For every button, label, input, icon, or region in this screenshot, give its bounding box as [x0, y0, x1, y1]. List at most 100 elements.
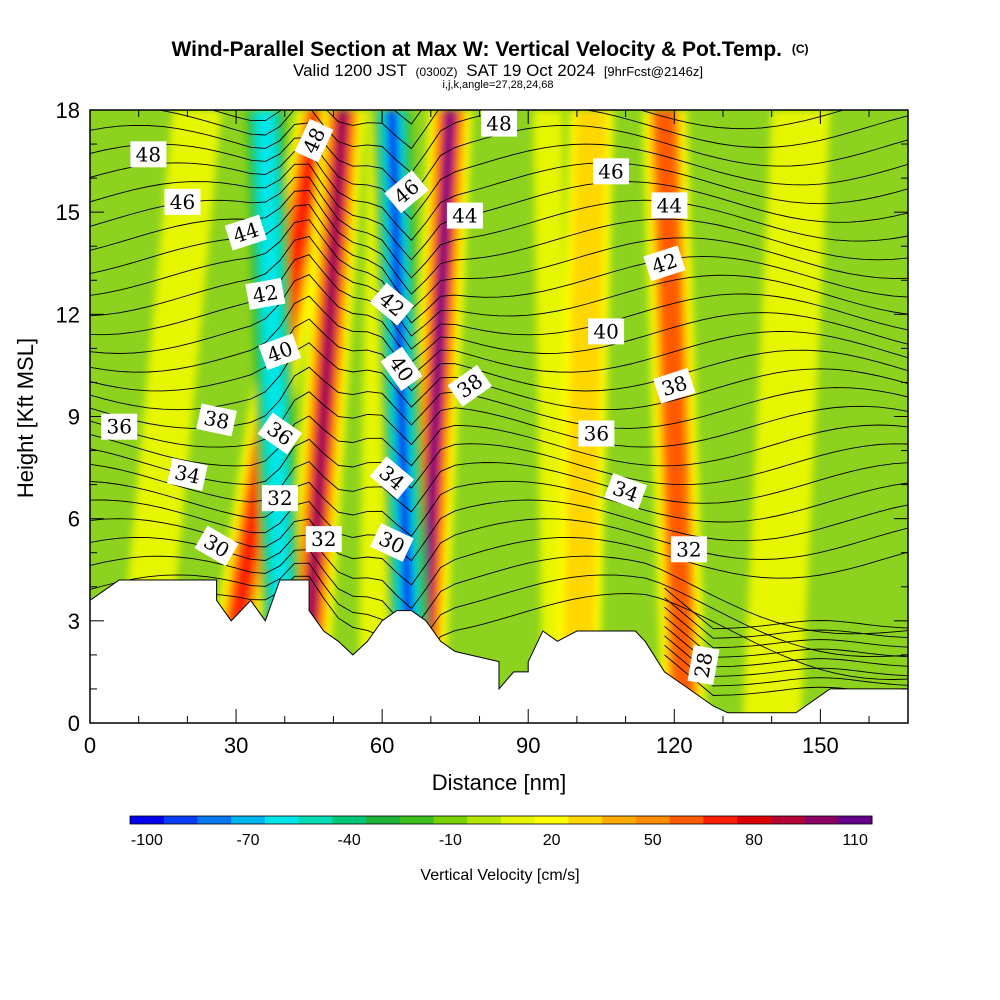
theta-contour-line — [90, 176, 908, 279]
theta-label: 48 — [130, 141, 167, 168]
theta-contour-line — [90, 189, 908, 295]
theta-contour-line — [90, 254, 908, 350]
theta-contour-line — [90, 318, 908, 392]
colorbar-swatch — [231, 816, 266, 824]
colorbar-swatch — [197, 816, 232, 824]
y-tick-label: 12 — [56, 302, 80, 327]
theta-label-box — [578, 420, 615, 447]
theta-label: 32 — [670, 536, 707, 563]
colorbar-tick-label: 20 — [543, 832, 561, 849]
colorbar-tick-label: 80 — [745, 832, 763, 849]
theta-label: 38 — [653, 367, 696, 404]
theta-contours — [90, 110, 908, 696]
theta-contour-line — [90, 137, 908, 220]
y-tick-label: 15 — [56, 200, 80, 225]
x-tick-label: 0 — [84, 733, 96, 758]
theta-label-box — [651, 192, 688, 219]
theta-label-box — [261, 485, 298, 512]
theta-contour-line — [90, 204, 908, 310]
chart-subtitle-indices: i,j,k,angle=27,28,24,68 — [442, 79, 553, 91]
theta-label-text: 32 — [676, 537, 701, 561]
colorbar-tick-label: 110 — [842, 832, 868, 849]
theta-contour-line — [90, 415, 908, 467]
colorbar-frame — [129, 815, 873, 825]
theta-label-box — [224, 214, 267, 251]
theta-label: 42 — [245, 277, 286, 310]
theta-label-box — [481, 110, 517, 137]
theta-label: 44 — [224, 214, 267, 251]
theta-label: 28 — [687, 645, 720, 686]
colorbar-swatch — [737, 816, 772, 824]
y-tick-label: 3 — [68, 609, 80, 634]
theta-label-box — [670, 536, 707, 563]
theta-contour-line — [90, 219, 908, 324]
theta-label-box — [446, 202, 483, 229]
theta-label: 38 — [196, 403, 237, 437]
colorbar-tick-label: -10 — [439, 832, 462, 849]
theta-label-text: 32 — [267, 486, 292, 510]
colorbar-tick-label: -70 — [236, 832, 259, 849]
theta-contour-line — [90, 235, 908, 337]
colorbar-swatch — [804, 816, 839, 824]
chart-title-text: Wind-Parallel Section at Max W: Vertical… — [171, 38, 782, 61]
colorbar-swatch — [433, 816, 468, 824]
colorbar-swatch — [332, 816, 367, 824]
theta-label-box — [370, 523, 414, 562]
theta-contour-line — [90, 549, 908, 635]
chart-subtitle: Valid 1200 JST (0300Z) SAT 19 Oct 2024 [… — [293, 61, 703, 80]
colorbar-swatch — [467, 816, 502, 824]
theta-label-text: 42 — [251, 280, 280, 308]
colorbar-swatch — [669, 816, 704, 824]
theta-label: 46 — [164, 188, 201, 215]
theta-label-box — [593, 158, 629, 185]
theta-contour-line — [90, 480, 908, 537]
theta-label-text: 44 — [657, 193, 682, 217]
theta-label: 44 — [651, 192, 688, 219]
theta-label-box — [196, 403, 237, 437]
theta-label-text: 36 — [584, 422, 609, 446]
theta-label-text: 40 — [593, 319, 618, 343]
x-tick-label: 60 — [370, 733, 394, 758]
theta-label-box — [245, 277, 286, 310]
theta-label-text: 32 — [311, 527, 336, 551]
theta-contour-line — [90, 562, 908, 658]
theta-label-text: 48 — [136, 142, 161, 166]
theta-label-box — [167, 457, 208, 491]
theta-label-text: 46 — [170, 190, 195, 214]
theta-label-box — [294, 118, 334, 163]
x-tick-label: 90 — [516, 733, 540, 758]
colorbar-swatch — [838, 816, 873, 824]
theta-label: 40 — [588, 318, 625, 345]
theta-label-text: 44 — [452, 204, 477, 228]
theta-label: 46 — [593, 158, 629, 185]
theta-label-box — [380, 346, 423, 392]
theta-contour-line — [664, 597, 908, 639]
theta-label: 32 — [261, 485, 298, 512]
y-tick-label: 9 — [68, 405, 80, 430]
chart-title: Wind-Parallel Section at Max W: Vertical… — [171, 38, 808, 61]
theta-label-box — [687, 645, 720, 686]
theta-contour-line — [90, 499, 908, 562]
x-tick-label: 150 — [802, 733, 839, 758]
subtitle-fcst: [9hrFcst@2146z] — [604, 64, 703, 79]
theta-contour-line — [664, 606, 908, 649]
theta-label-box — [130, 141, 167, 168]
downdraft-band — [388, 110, 415, 723]
theta-label-text: 28 — [689, 650, 717, 679]
theta-label-box — [258, 333, 302, 371]
theta-label-text: 46 — [598, 159, 623, 183]
theta-label: 36 — [101, 413, 138, 440]
theta-label: 34 — [167, 457, 208, 491]
colorbar-swatch — [130, 816, 165, 824]
theta-label-box — [653, 367, 696, 404]
theta-contour-line — [90, 438, 908, 489]
theta-contour-line — [90, 391, 908, 448]
theta-contour-line — [90, 575, 908, 680]
colorbar-swatch — [399, 816, 435, 824]
colorbar-swatch — [366, 816, 401, 824]
theta-label-text: 34 — [172, 460, 202, 489]
x-tick-label: 30 — [224, 733, 248, 758]
theta-contour-line — [664, 587, 908, 630]
